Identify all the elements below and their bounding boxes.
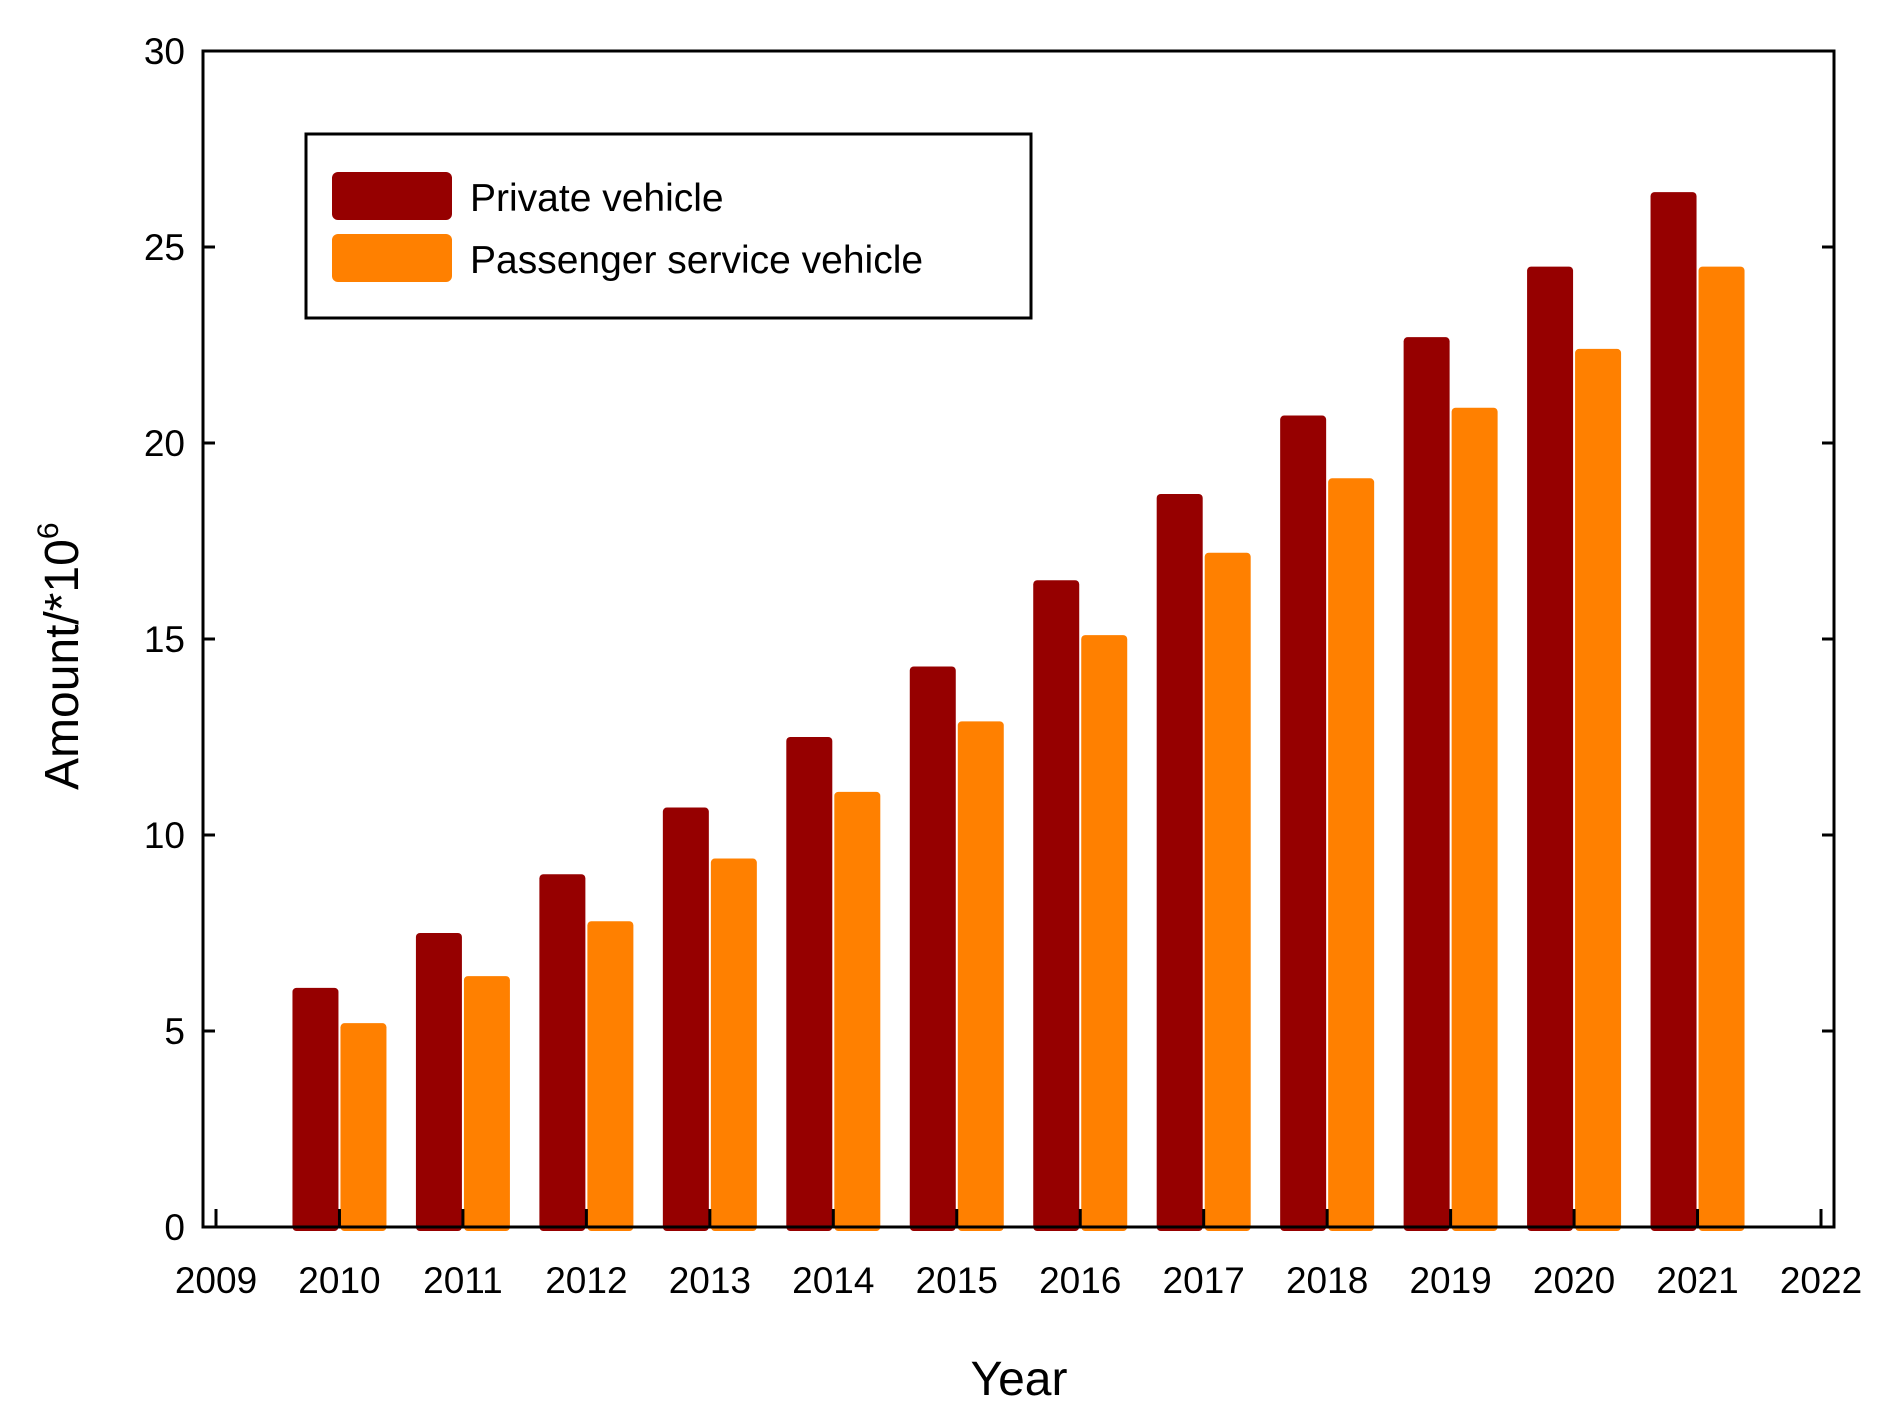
x-tick-label: 2019 (1409, 1260, 1491, 1301)
legend-box (304, 132, 1033, 320)
x-tick-label: 2010 (298, 1260, 380, 1301)
bar-passenger-service-vehicle-2010 (340, 1023, 387, 1231)
legend-label-passenger-service-vehicle: Passenger service vehicle (470, 239, 923, 282)
legend-swatch-private-vehicle (332, 172, 452, 220)
bar-private-vehicle-2016 (1033, 580, 1080, 1231)
x-tick-label: 2013 (669, 1260, 751, 1301)
bar-private-vehicle-2019 (1403, 337, 1450, 1231)
bar-private-vehicle-2014 (786, 737, 833, 1231)
y-axis-title-exponent: 6 (32, 522, 65, 539)
y-tick-label: 10 (144, 815, 185, 856)
bar-passenger-service-vehicle-2015 (957, 721, 1004, 1231)
bar-private-vehicle-2021 (1650, 192, 1697, 1231)
x-tick-label: 2020 (1533, 1260, 1615, 1301)
bar-passenger-service-vehicle-2020 (1575, 348, 1622, 1231)
x-tick-label: 2015 (916, 1260, 998, 1301)
bar-private-vehicle-2010 (292, 987, 339, 1231)
y-tick-label: 0 (164, 1207, 185, 1248)
x-tick-label: 2022 (1780, 1260, 1862, 1301)
legend-label-private-vehicle: Private vehicle (470, 177, 724, 220)
x-tick-label: 2016 (1039, 1260, 1121, 1301)
y-tick-label: 15 (144, 619, 185, 660)
bar-passenger-service-vehicle-2017 (1204, 552, 1251, 1231)
y-tick-label: 25 (144, 227, 185, 268)
legend-swatch-passenger-service-vehicle (332, 234, 452, 282)
y-tick-label: 5 (164, 1011, 185, 1052)
bar-passenger-service-vehicle-2012 (587, 921, 634, 1231)
bar-passenger-service-vehicle-2014 (834, 791, 881, 1231)
bar-private-vehicle-2018 (1280, 415, 1327, 1231)
bar-private-vehicle-2020 (1527, 266, 1574, 1232)
x-axis-title: Year (971, 1353, 1068, 1406)
x-tick-label: 2011 (423, 1260, 503, 1301)
bar-passenger-service-vehicle-2016 (1081, 635, 1128, 1231)
bars-group (292, 192, 1745, 1232)
y-tick-label: 30 (144, 31, 185, 72)
x-tick-label: 2021 (1656, 1260, 1738, 1301)
x-tick-label: 2009 (175, 1260, 257, 1301)
bar-private-vehicle-2011 (415, 933, 462, 1231)
bar-private-vehicle-2012 (539, 874, 586, 1231)
bar-passenger-service-vehicle-2019 (1451, 407, 1498, 1232)
y-axis: 0 5 10 15 20 25 30 (144, 31, 1834, 1248)
x-tick-label: 2017 (1163, 1260, 1245, 1301)
bar-passenger-service-vehicle-2021 (1698, 266, 1745, 1232)
x-tick-label: 2012 (545, 1260, 627, 1301)
bar-passenger-service-vehicle-2018 (1328, 478, 1375, 1231)
x-tick-label: 2018 (1286, 1260, 1368, 1301)
y-tick-label: 20 (144, 423, 185, 464)
y-axis-title-main: Amount/*10 (36, 539, 89, 790)
bar-passenger-service-vehicle-2011 (463, 976, 510, 1231)
x-tick-label: 2014 (792, 1260, 874, 1301)
bar-private-vehicle-2013 (662, 807, 709, 1231)
bar-private-vehicle-2015 (909, 666, 956, 1231)
y-axis-title: Amount/*106 (32, 522, 89, 790)
legend: Private vehicle Passenger service vehicl… (304, 132, 1033, 320)
bar-private-vehicle-2017 (1156, 493, 1203, 1232)
bar-passenger-service-vehicle-2013 (710, 858, 757, 1231)
x-axis: 2009 2010 2011 2012 2013 2014 2015 2016 2017 2018… (175, 1209, 1862, 1301)
